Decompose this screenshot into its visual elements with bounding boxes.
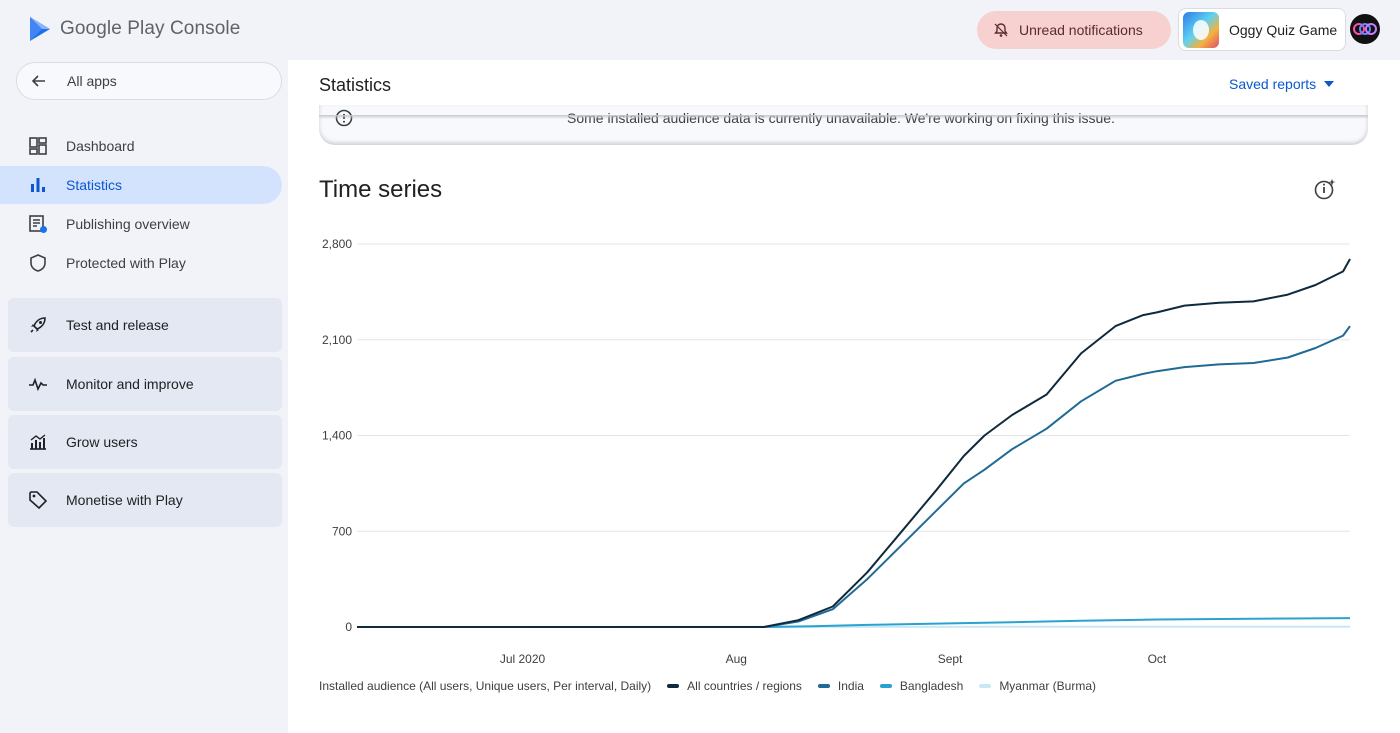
sidebar-group-label: Test and release bbox=[66, 317, 169, 333]
sidebar-group-monitor-and-improve[interactable]: Monitor and improve bbox=[8, 357, 282, 411]
banner-divider bbox=[319, 115, 1368, 119]
tag-icon bbox=[28, 490, 48, 510]
unread-notifications-button[interactable]: Unread notifications bbox=[977, 11, 1171, 49]
series-line bbox=[357, 617, 1351, 628]
legend-item-myanmar[interactable]: Myanmar (Burma) bbox=[979, 679, 1096, 693]
app-thumbnail bbox=[1183, 11, 1219, 48]
play-console-logo[interactable]: Google Play Console bbox=[28, 16, 240, 42]
avatar-logo-icon bbox=[1353, 23, 1377, 35]
legend-title: Installed audience (All users, Unique us… bbox=[319, 679, 652, 693]
growth-icon bbox=[28, 432, 48, 452]
caret-down-icon bbox=[1324, 81, 1335, 87]
sidebar-group-grow-users[interactable]: Grow users bbox=[8, 415, 282, 469]
x-tick-label: Jul 2020 bbox=[500, 652, 546, 666]
legend-label: India bbox=[837, 679, 864, 693]
legend-swatch bbox=[979, 684, 992, 688]
y-tick-label: 2,100 bbox=[322, 333, 352, 347]
y-tick-label: 700 bbox=[332, 524, 352, 538]
account-avatar[interactable] bbox=[1350, 14, 1380, 44]
saved-reports-label: Saved reports bbox=[1229, 76, 1317, 92]
page-title: Statistics bbox=[319, 75, 392, 95]
app-selector[interactable]: Oggy Quiz Game bbox=[1178, 8, 1346, 51]
legend-item-india[interactable]: India bbox=[817, 679, 864, 693]
sidebar-group-label: Monitor and improve bbox=[66, 376, 194, 392]
sidebar-item-label: Protected with Play bbox=[66, 255, 186, 271]
sidebar-item-label: Statistics bbox=[66, 177, 123, 193]
saved-reports-button[interactable]: Saved reports bbox=[1229, 76, 1335, 92]
data-unavailable-banner: Some installed audience data is currentl… bbox=[319, 105, 1368, 145]
legend-swatch bbox=[667, 684, 680, 688]
publishing-icon bbox=[28, 214, 48, 234]
legend-label: Myanmar (Burma) bbox=[999, 679, 1096, 693]
arrow-back-icon bbox=[31, 75, 45, 87]
bar-chart-icon bbox=[28, 175, 48, 195]
legend-swatch bbox=[817, 684, 830, 688]
info-icon bbox=[335, 109, 353, 132]
y-tick-label: 2,800 bbox=[322, 237, 352, 251]
series-line bbox=[357, 258, 1351, 628]
sidebar-item-statistics[interactable]: Statistics bbox=[0, 166, 282, 204]
sidebar-item-label: Publishing overview bbox=[66, 216, 190, 232]
time-series-chart[interactable]: 2,800 2,100 1,400 700 0 Jul 2020 Aug Sept Oct bbox=[288, 220, 1400, 680]
y-tick-label: 0 bbox=[345, 620, 352, 634]
notifications-label: Unread notifications bbox=[1019, 22, 1143, 38]
legend-label: All countries / regions bbox=[687, 679, 802, 693]
chart-insights-icon[interactable] bbox=[1313, 177, 1337, 206]
top-bar: Google Play Console Unread notifications… bbox=[0, 0, 1400, 60]
bell-alert-icon bbox=[994, 23, 1008, 37]
time-series-title: Time series bbox=[319, 176, 443, 203]
brand-name: Google Play Console bbox=[60, 18, 241, 39]
x-tick-label: Sept bbox=[938, 652, 963, 666]
main-content: Statistics Saved reports Some installed … bbox=[288, 60, 1400, 733]
x-tick-label: Aug bbox=[726, 652, 747, 666]
sidebar-group-label: Grow users bbox=[66, 434, 138, 450]
sidebar: All apps Dashboard Statistics Publishing… bbox=[0, 60, 288, 733]
series-line bbox=[357, 325, 1351, 628]
x-tick-label: Oct bbox=[1148, 652, 1167, 666]
sidebar-item-protected-with-play[interactable]: Protected with Play bbox=[0, 244, 282, 282]
sidebar-group-monetise-with-play[interactable]: Monetise with Play bbox=[8, 473, 282, 527]
play-logo-icon bbox=[30, 17, 50, 41]
shield-icon bbox=[28, 253, 48, 273]
all-apps-label: All apps bbox=[67, 73, 117, 89]
y-tick-label: 1,400 bbox=[322, 429, 352, 443]
legend-swatch bbox=[879, 684, 892, 688]
sidebar-item-publishing-overview[interactable]: Publishing overview bbox=[0, 205, 282, 243]
pulse-icon bbox=[28, 374, 48, 394]
rocket-icon bbox=[28, 315, 48, 335]
dashboard-icon bbox=[28, 136, 48, 156]
all-apps-button[interactable]: All apps bbox=[16, 62, 282, 100]
legend-item-bangladesh[interactable]: Bangladesh bbox=[879, 679, 964, 693]
sidebar-item-dashboard[interactable]: Dashboard bbox=[0, 127, 282, 165]
legend-item-all-countries[interactable]: All countries / regions bbox=[667, 679, 802, 693]
app-name: Oggy Quiz Game bbox=[1229, 21, 1338, 38]
sidebar-group-test-and-release[interactable]: Test and release bbox=[8, 298, 282, 352]
sidebar-group-label: Monetise with Play bbox=[66, 492, 183, 508]
chart-legend: Installed audience (All users, Unique us… bbox=[319, 679, 1096, 693]
legend-label: Bangladesh bbox=[899, 679, 964, 693]
sidebar-item-label: Dashboard bbox=[66, 138, 135, 154]
